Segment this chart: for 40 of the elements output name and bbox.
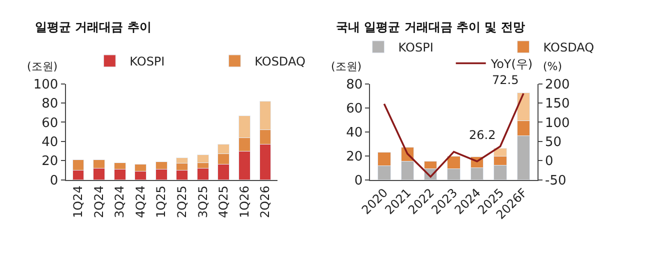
line-series — [383, 92, 524, 178]
y-tick-label: 100 — [33, 77, 58, 92]
y2-axis-title: (%) — [543, 60, 562, 73]
y2-tick-label: -50 — [545, 173, 566, 188]
x-tick-label: 3Q24 — [112, 186, 127, 218]
y-tick-label: 0 — [354, 173, 363, 188]
chart-title: 일평균 거래대금 추이 — [35, 20, 152, 34]
x-tick-label: 2Q26 — [258, 186, 272, 218]
x-tick-label: 4Q25 — [216, 186, 231, 218]
y-tick-label: 80 — [346, 77, 363, 92]
x-tick-label: 4Q24 — [133, 186, 148, 218]
y-tick-label: 40 — [346, 125, 363, 140]
x-tick-label: 1Q25 — [154, 186, 168, 218]
y2-tick-label: 100 — [545, 116, 570, 131]
y-tick-label: 40 — [42, 134, 58, 150]
y2-tick-label: 200 — [545, 77, 570, 92]
y-tick-label: 20 — [42, 154, 58, 170]
y-tick-label: 80 — [42, 96, 58, 112]
y-tick-label: 60 — [42, 116, 58, 131]
y2-tick-label: 50 — [545, 134, 562, 150]
y2-tick-label: 150 — [545, 96, 570, 112]
y2-tick-label: 0 — [545, 154, 554, 170]
y-axis-title: (조원) — [27, 60, 58, 73]
total-label: 26.2 — [469, 128, 496, 142]
x-tick-label: 1Q26 — [237, 186, 252, 218]
legend-label: YoY(우) — [490, 56, 533, 71]
total-label: 72.5 — [492, 73, 519, 87]
y-tick-label: 0 — [50, 173, 58, 188]
y-tick-label: 60 — [346, 101, 363, 116]
y-axis-title: (조원) — [331, 60, 362, 73]
y-tick-label: 20 — [346, 149, 363, 164]
x-tick-label: 2Q24 — [92, 186, 106, 218]
legend-label: KOSDAQ — [543, 40, 594, 55]
legend-label: KOSDAQ — [254, 54, 306, 69]
legend-label: KOSPI — [398, 40, 434, 55]
legend-label: KOSPI — [130, 54, 165, 69]
chart-title: 국내 일평균 거래대금 추이 및 전망 — [336, 20, 525, 34]
x-tick-label: 3Q25 — [196, 186, 210, 218]
x-tick-label: 1Q24 — [71, 186, 86, 218]
x-tick-label: 2Q25 — [175, 186, 190, 218]
